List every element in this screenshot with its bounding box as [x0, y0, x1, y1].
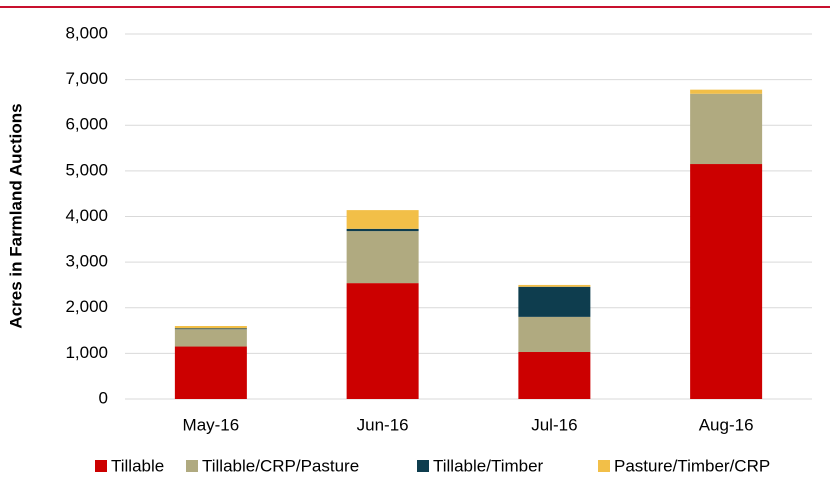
legend-label: Tillable/CRP/Pasture [202, 456, 359, 475]
legend-swatch [186, 460, 198, 472]
bar-segment [346, 231, 419, 284]
bar-segment [690, 164, 763, 399]
bar-segment [518, 316, 591, 353]
legend-swatch [417, 460, 429, 472]
legend-label: Tillable [111, 456, 164, 475]
y-tick-label: 0 [99, 388, 108, 407]
legend-label: Pasture/Timber/CRP [614, 456, 770, 475]
x-tick-label: Jun-16 [357, 415, 409, 434]
y-tick-label: 2,000 [65, 297, 108, 316]
bar-segment [690, 93, 763, 165]
legend-swatch [95, 460, 107, 472]
y-tick-label: 7,000 [65, 69, 108, 88]
x-tick-label: May-16 [183, 415, 240, 434]
y-tick-label: 4,000 [65, 206, 108, 225]
bar-segment [690, 89, 763, 94]
x-tick-label: Jul-16 [531, 415, 577, 434]
y-tick-label: 5,000 [65, 160, 108, 179]
bar-segment [346, 283, 419, 399]
bar-segment [518, 286, 591, 317]
legend-label: Tillable/Timber [433, 456, 544, 475]
bar-segment [174, 346, 247, 399]
bar-segment [518, 352, 591, 399]
bar-segment [174, 326, 247, 329]
bar-segment [174, 328, 247, 330]
bar-segment [346, 228, 419, 232]
y-tick-label: 1,000 [65, 343, 108, 362]
x-tick-label: Aug-16 [699, 415, 754, 434]
y-tick-label: 3,000 [65, 252, 108, 271]
legend-swatch [598, 460, 610, 472]
bar-segment [518, 284, 591, 287]
bar-segment [346, 210, 419, 229]
y-tick-label: 6,000 [65, 115, 108, 134]
bar-segment [174, 329, 247, 347]
y-tick-label: 8,000 [65, 23, 108, 42]
y-axis-label: Acres in Farmland Auctions [6, 103, 25, 328]
